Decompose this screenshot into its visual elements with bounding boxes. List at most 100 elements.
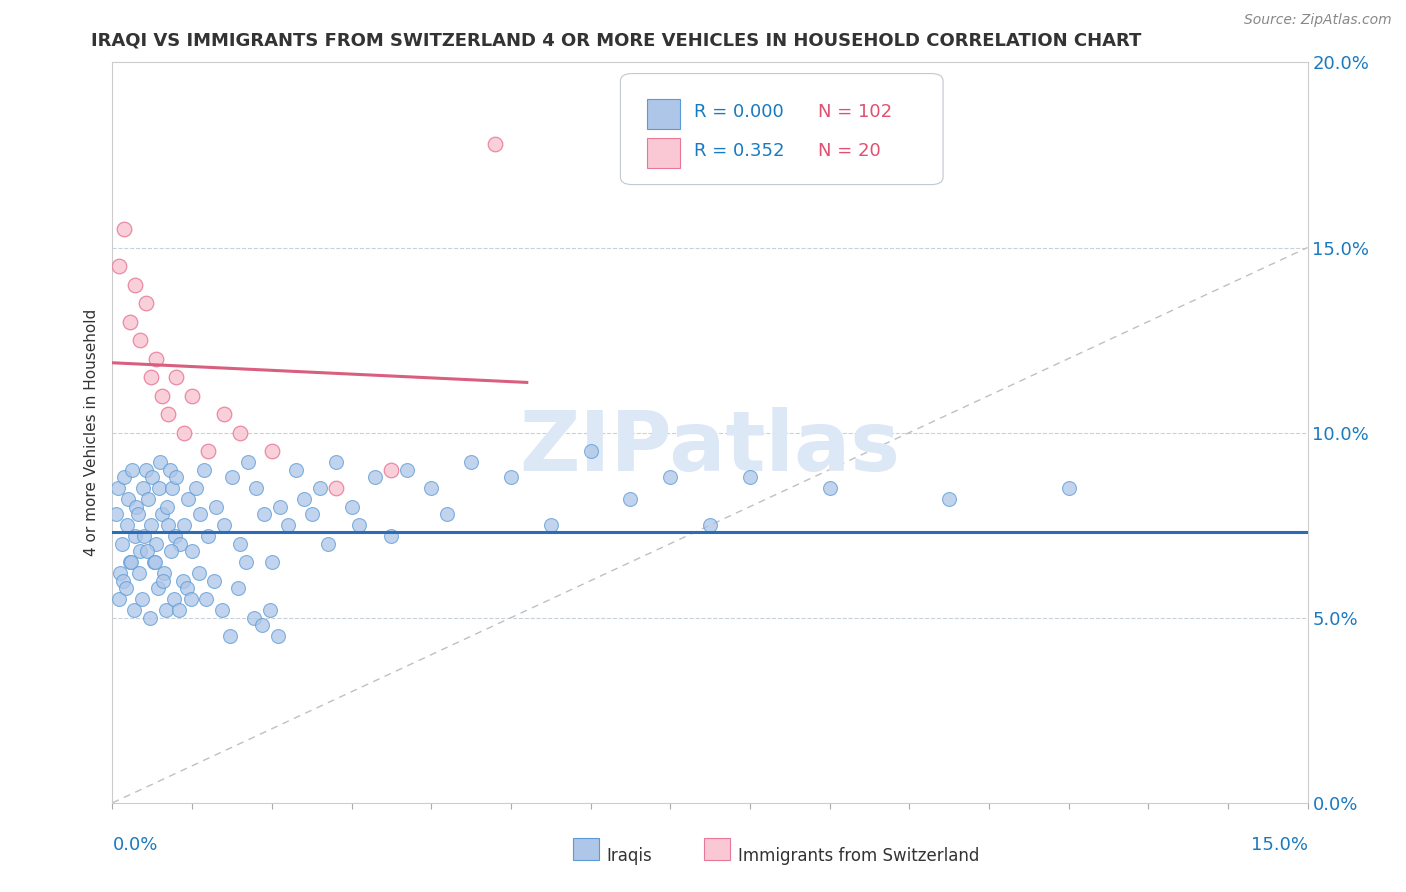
Point bbox=[173, 518, 195, 533]
FancyBboxPatch shape bbox=[647, 99, 681, 128]
Point bbox=[124, 529, 146, 543]
Point bbox=[124, 277, 146, 292]
Point bbox=[146, 581, 169, 595]
Point bbox=[134, 529, 156, 543]
Point bbox=[115, 581, 138, 595]
Point bbox=[142, 555, 165, 569]
Point bbox=[260, 555, 283, 569]
Point bbox=[188, 507, 211, 521]
Point bbox=[267, 629, 290, 643]
Point bbox=[186, 481, 208, 495]
Point bbox=[193, 462, 215, 476]
Text: R = 0.000: R = 0.000 bbox=[695, 103, 785, 121]
Point bbox=[129, 544, 152, 558]
Point bbox=[118, 314, 141, 328]
Point bbox=[229, 425, 252, 440]
Point bbox=[301, 507, 323, 521]
FancyBboxPatch shape bbox=[647, 138, 681, 168]
Point bbox=[167, 603, 190, 617]
Text: IRAQI VS IMMIGRANTS FROM SWITZERLAND 4 OR MORE VEHICLES IN HOUSEHOLD CORRELATION: IRAQI VS IMMIGRANTS FROM SWITZERLAND 4 O… bbox=[91, 31, 1142, 49]
Point bbox=[277, 518, 299, 533]
Text: N = 20: N = 20 bbox=[818, 143, 880, 161]
Point bbox=[349, 518, 371, 533]
Point bbox=[177, 492, 200, 507]
Point bbox=[155, 603, 177, 617]
Point bbox=[148, 481, 170, 495]
Point bbox=[420, 481, 443, 495]
Point bbox=[1057, 481, 1080, 495]
Point bbox=[211, 603, 233, 617]
Text: N = 102: N = 102 bbox=[818, 103, 891, 121]
Point bbox=[340, 500, 363, 514]
Point bbox=[115, 518, 138, 533]
Point bbox=[159, 462, 181, 476]
Point bbox=[165, 470, 187, 484]
Point bbox=[163, 592, 186, 607]
Point bbox=[235, 555, 257, 569]
Point bbox=[197, 529, 219, 543]
Point bbox=[129, 333, 152, 347]
Point bbox=[659, 470, 682, 484]
Point bbox=[219, 629, 242, 643]
Point bbox=[152, 574, 174, 588]
Point bbox=[380, 529, 402, 543]
Point bbox=[162, 481, 183, 495]
Point bbox=[107, 481, 129, 495]
Point bbox=[110, 566, 132, 581]
Text: R = 0.352: R = 0.352 bbox=[695, 143, 785, 161]
Point bbox=[108, 592, 131, 607]
Point bbox=[540, 518, 562, 533]
Point bbox=[260, 444, 283, 458]
Point bbox=[165, 370, 187, 384]
Point bbox=[221, 470, 243, 484]
Point bbox=[114, 470, 135, 484]
Point bbox=[236, 455, 259, 469]
Point bbox=[108, 259, 131, 273]
Point bbox=[484, 136, 506, 151]
Point bbox=[135, 462, 157, 476]
Point bbox=[229, 536, 252, 550]
Point bbox=[205, 500, 228, 514]
Point bbox=[364, 470, 387, 484]
Point bbox=[139, 518, 162, 533]
Point bbox=[181, 544, 204, 558]
Point bbox=[132, 481, 155, 495]
Point bbox=[122, 603, 145, 617]
Point bbox=[460, 455, 482, 469]
Point bbox=[284, 462, 307, 476]
Point bbox=[141, 470, 163, 484]
Point bbox=[139, 370, 162, 384]
Point bbox=[138, 492, 160, 507]
Point bbox=[259, 603, 281, 617]
Y-axis label: 4 or more Vehicles in Household: 4 or more Vehicles in Household bbox=[84, 309, 100, 557]
Point bbox=[579, 444, 602, 458]
Point bbox=[128, 566, 150, 581]
Point bbox=[252, 618, 274, 632]
Point bbox=[120, 555, 142, 569]
Point bbox=[111, 536, 134, 550]
Text: 0.0%: 0.0% bbox=[112, 836, 157, 855]
Point bbox=[105, 507, 128, 521]
Point bbox=[153, 566, 176, 581]
Point bbox=[157, 407, 180, 421]
Point bbox=[228, 581, 250, 595]
Point bbox=[121, 462, 143, 476]
Point bbox=[308, 481, 330, 495]
Point bbox=[156, 500, 179, 514]
Point bbox=[212, 518, 235, 533]
Point bbox=[145, 536, 167, 550]
Point bbox=[169, 536, 191, 550]
Point bbox=[938, 492, 960, 507]
Point bbox=[380, 462, 402, 476]
Point bbox=[114, 222, 135, 236]
Text: Source: ZipAtlas.com: Source: ZipAtlas.com bbox=[1244, 13, 1392, 28]
Point bbox=[139, 610, 162, 624]
Point bbox=[150, 388, 173, 402]
Point bbox=[118, 555, 141, 569]
Point bbox=[150, 507, 173, 521]
Point bbox=[131, 592, 153, 607]
Point bbox=[292, 492, 315, 507]
Point bbox=[135, 296, 157, 310]
Point bbox=[117, 492, 139, 507]
Point bbox=[187, 566, 209, 581]
